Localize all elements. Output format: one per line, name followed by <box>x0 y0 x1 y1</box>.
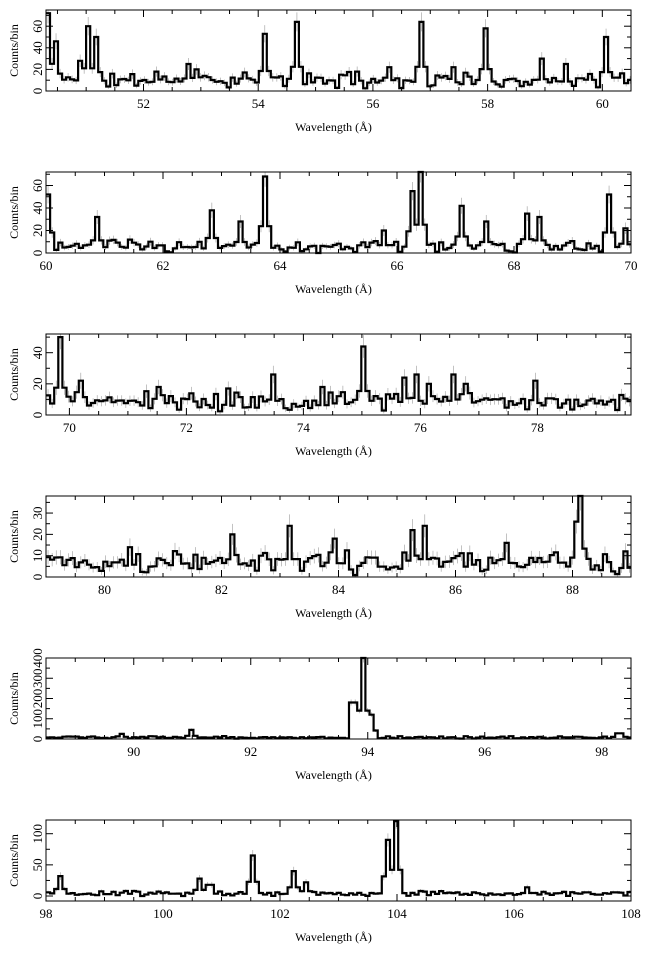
y-tick-label: 20 <box>30 528 45 541</box>
spectrum-series <box>46 336 631 413</box>
y-tick-label: 0 <box>30 88 45 95</box>
spectrum-panel-4: 80 82 84 86 88 0 10 20 30 Wavelength (Å) Counts/bi… <box>7 494 632 620</box>
spectrum-panel-2: 60 62 64 66 68 70 0 20 40 60 Wavelength (Å) Counts/… <box>7 170 638 296</box>
y-tick-label: 0 <box>30 250 45 257</box>
plot-frame <box>45 9 632 92</box>
y-tick-label: 20 <box>30 377 45 390</box>
error-bars <box>47 820 630 897</box>
x-tick-label: 72 <box>180 420 193 435</box>
x-tick-label: 52 <box>137 96 150 111</box>
x-tick-label: 100 <box>153 906 173 921</box>
y-tick-label: 200 <box>30 689 45 709</box>
x-tick-label: 78 <box>531 420 544 435</box>
x-axis-label: Wavelength (Å) <box>295 606 372 620</box>
x-tick-label: 102 <box>270 906 290 921</box>
y-tick-label: 0 <box>30 893 45 900</box>
plot-frame <box>45 819 632 902</box>
spectrum-series <box>46 12 631 90</box>
y-tick-label: 20 <box>30 63 45 76</box>
plot-frame <box>45 333 632 416</box>
x-tick-label: 94 <box>361 744 375 759</box>
x-tick-label: 60 <box>596 96 609 111</box>
x-tick-label: 84 <box>332 582 346 597</box>
x-tick-label: 104 <box>387 906 407 921</box>
y-tick-label: 40 <box>30 202 45 215</box>
y-tick-label: 60 <box>30 179 45 192</box>
y-axis-label: Counts/bin <box>7 672 21 725</box>
y-axis-label: Counts/bin <box>7 24 21 77</box>
x-tick-label: 90 <box>127 744 140 759</box>
x-tick-label: 62 <box>157 258 170 273</box>
x-tick-label: 74 <box>297 420 311 435</box>
x-tick-label: 96 <box>478 744 492 759</box>
x-axis-label: Wavelength (Å) <box>295 444 372 458</box>
x-tick-label: 70 <box>625 258 638 273</box>
y-tick-label: 300 <box>30 669 45 689</box>
x-tick-label: 92 <box>244 744 257 759</box>
spectrum-panel-3: 70 72 74 76 78 0 20 40 Wavelength (Å) Counts/bin <box>7 333 632 458</box>
spectrum-series <box>46 656 631 740</box>
spectrum-panel-6: 98 100 102 104 106 108 0 50 100 Wavelength (Å) Cou… <box>7 819 641 944</box>
spectrum-series <box>46 494 631 577</box>
x-axis-label: Wavelength (Å) <box>295 120 372 134</box>
x-tick-label: 60 <box>40 258 53 273</box>
spectrum-series <box>46 170 631 255</box>
x-axis-label: Wavelength (Å) <box>295 768 372 782</box>
y-tick-label: 30 <box>30 507 45 520</box>
y-tick-label: 0 <box>30 412 45 419</box>
y-tick-label: 40 <box>30 41 45 54</box>
x-tick-label: 66 <box>391 258 405 273</box>
x-tick-label: 106 <box>504 906 524 921</box>
x-axis-label: Wavelength (Å) <box>295 282 372 296</box>
y-axis-label: Counts/bin <box>7 834 21 887</box>
x-tick-label: 98 <box>595 744 608 759</box>
x-tick-label: 68 <box>508 258 521 273</box>
y-tick-label: 50 <box>30 858 45 871</box>
x-tick-label: 86 <box>449 582 463 597</box>
x-tick-label: 76 <box>414 420 428 435</box>
x-tick-label: 88 <box>566 582 579 597</box>
error-bars <box>47 658 630 739</box>
y-tick-label: 20 <box>30 224 45 237</box>
x-tick-label: 56 <box>366 96 380 111</box>
y-axis-label: Counts/bin <box>7 186 21 239</box>
y-tick-label: 100 <box>30 709 45 729</box>
y-tick-label: 100 <box>30 824 45 844</box>
plot-frame <box>45 657 632 740</box>
spectrum-panel-1: 52 54 56 58 60 0 20 40 60 Wavelength (Å) Counts/bi… <box>7 9 632 134</box>
x-tick-label: 82 <box>215 582 228 597</box>
y-tick-label: 400 <box>30 648 45 668</box>
x-tick-label: 98 <box>40 906 53 921</box>
x-tick-label: 58 <box>481 96 494 111</box>
x-axis-label: Wavelength (Å) <box>295 930 372 944</box>
y-axis-label: Counts/bin <box>7 348 21 401</box>
y-tick-label: 40 <box>30 346 45 359</box>
x-tick-label: 70 <box>63 420 76 435</box>
spectrum-series <box>46 820 631 898</box>
x-tick-label: 80 <box>98 582 111 597</box>
x-tick-label: 108 <box>621 906 641 921</box>
y-tick-label: 10 <box>30 549 45 562</box>
y-tick-label: 0 <box>30 574 45 581</box>
y-tick-label: 0 <box>30 736 45 743</box>
x-tick-label: 54 <box>252 96 266 111</box>
x-tick-label: 64 <box>274 258 288 273</box>
y-tick-label: 60 <box>30 20 45 33</box>
y-axis-label: Counts/bin <box>7 510 21 563</box>
